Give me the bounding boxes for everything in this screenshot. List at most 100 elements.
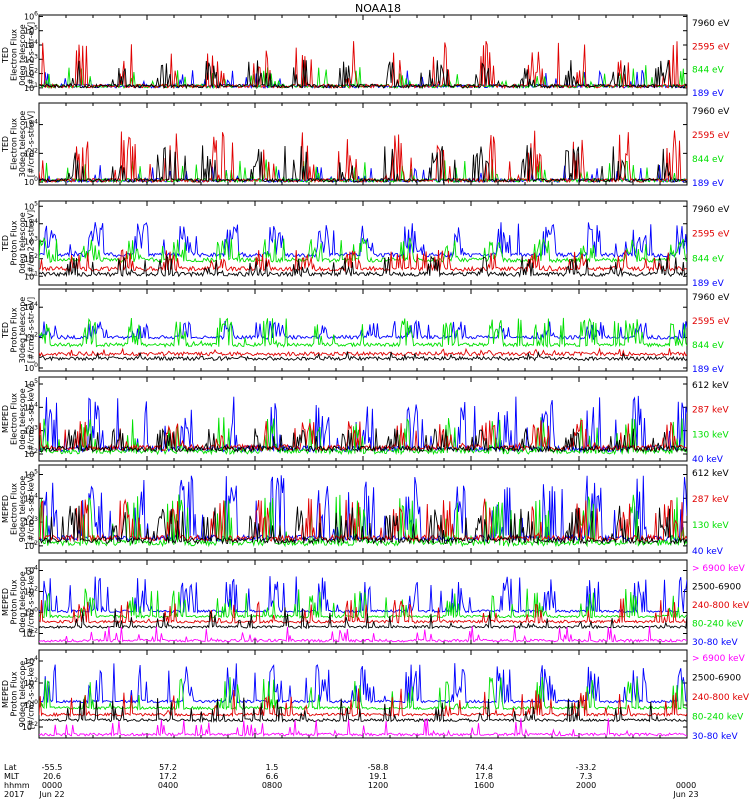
x-axis-value: -55.5 xyxy=(42,763,63,772)
y-axis-label: TEDProton Flux30deg telescope[#/cm2-s-st… xyxy=(1,297,36,364)
y-tick-label: 104 xyxy=(24,119,38,130)
series-2595-ev-trace xyxy=(39,347,687,357)
y-tick-label: 100 xyxy=(24,176,38,187)
y-tick-label: 100 xyxy=(24,362,38,373)
series-612-kev-trace xyxy=(39,428,687,454)
series-240-800-kev-trace xyxy=(39,598,687,624)
legend-entry: 2500-6900 xyxy=(692,583,741,593)
x-axis-value: 17.2 xyxy=(159,772,177,781)
x-row-label: hhmm xyxy=(4,781,30,790)
y-tick-label: 102 xyxy=(24,540,38,551)
series-80-240-kev-trace xyxy=(39,588,687,620)
legend-entry: 844 eV xyxy=(692,254,725,264)
series-2595-ev-trace xyxy=(39,249,687,273)
series-612-kev-trace xyxy=(39,505,687,546)
legend-entry: 7960 eV xyxy=(692,19,730,29)
legend-entry: 7960 eV xyxy=(692,293,730,303)
legend-entry: 844 eV xyxy=(692,155,725,165)
x-axis-value: 20.6 xyxy=(43,772,61,781)
y-tick-label: 102 xyxy=(24,68,38,79)
x-axis-value: 0000 xyxy=(676,781,696,790)
legend-entry: 287 keV xyxy=(692,495,729,505)
series--6900-kev-trace xyxy=(39,718,687,738)
series-844-ev-trace xyxy=(39,317,687,349)
legend-entry: > 6900 keV xyxy=(692,654,746,664)
y-tick-label: 10-2 xyxy=(22,628,38,639)
x-axis-value: -33.2 xyxy=(576,763,597,772)
legend-entry: 80-240 keV xyxy=(692,620,744,630)
x-row-label: MLT xyxy=(4,772,19,781)
legend-entry: 2595 eV xyxy=(692,230,730,240)
panel-frame xyxy=(38,14,688,96)
legend-entry: 2500-6900 xyxy=(692,674,741,684)
x-axis-value: Jun 22 xyxy=(38,790,64,799)
y-tick-label: 105 xyxy=(24,378,38,389)
y-tick-label: 106 xyxy=(24,10,38,21)
y-tick-label: 102 xyxy=(24,332,38,343)
legend-entry: 189 eV xyxy=(692,89,725,99)
x-axis-value: 1200 xyxy=(368,781,388,790)
y-tick-label: 104 xyxy=(24,218,38,229)
y-tick-label: 104 xyxy=(24,401,38,412)
y-tick-label: 105 xyxy=(24,200,38,211)
x-axis-value: 19.1 xyxy=(369,772,387,781)
x-axis-value: 74.4 xyxy=(475,763,493,772)
series-287-kev-trace xyxy=(39,419,687,452)
y-tick-label: 105 xyxy=(24,469,38,480)
y-axis-label: MEPEDElectron Flux0deg telescope[#/cm2-s… xyxy=(1,384,36,455)
legend-entry: 7960 eV xyxy=(692,107,730,117)
x-axis-value: 7.3 xyxy=(580,772,593,781)
series-30-80-kev-trace xyxy=(39,663,687,705)
y-axis-label: MEPEDProton Flux0deg telescope[#/cm2-s-s… xyxy=(1,567,36,638)
x-axis-value: 1.5 xyxy=(266,763,279,772)
y-tick-label: 104 xyxy=(24,301,38,312)
series-7960-ev-trace xyxy=(39,145,687,184)
y-axis-label: MEPEDProton Flux90deg telescope[#/cm2-s-… xyxy=(1,659,36,730)
series-2595-ev-trace xyxy=(39,130,687,184)
series-2500-6900-trace xyxy=(39,697,687,723)
legend-entry: 240-800 keV xyxy=(692,693,750,703)
x-axis-value: 6.6 xyxy=(266,772,279,781)
y-tick-label: 100 xyxy=(24,607,38,618)
x-axis-value: 0000 xyxy=(42,781,62,790)
series-7960-ev-trace xyxy=(39,59,687,90)
y-tick-label: 102 xyxy=(24,448,38,459)
y-tick-label: 101 xyxy=(24,82,38,93)
legend-entry: 844 eV xyxy=(692,66,725,76)
legend-entry: 612 keV xyxy=(692,469,729,479)
y-tick-label: 102 xyxy=(24,677,38,688)
series-2500-6900-trace xyxy=(39,607,687,630)
panel-frame xyxy=(38,649,688,739)
x-axis-value: -58.8 xyxy=(368,763,389,772)
x-axis-value: Jun 23 xyxy=(672,790,698,799)
series-40-kev-trace xyxy=(39,395,687,454)
x-row-label: Lat xyxy=(4,763,17,772)
x-axis-value: 1600 xyxy=(474,781,494,790)
y-tick-label: 104 xyxy=(24,39,38,50)
x-axis-value: 17.8 xyxy=(475,772,493,781)
legend-entry: > 6900 keV xyxy=(692,564,746,574)
legend-entry: 189 eV xyxy=(692,179,725,189)
legend-entry: 80-240 keV xyxy=(692,713,744,723)
legend-entry: 189 eV xyxy=(692,365,725,375)
x-axis-value: 2000 xyxy=(576,781,596,790)
series-30-80-kev-trace xyxy=(39,576,687,614)
legend-entry: 189 eV xyxy=(692,279,725,289)
y-tick-label: 103 xyxy=(24,235,38,246)
legend-entry: 40 keV xyxy=(692,547,724,557)
y-axis-label: TEDProton Flux0deg telescope[#/cm2-s-str… xyxy=(1,210,36,276)
chart-title: NOAA18 xyxy=(355,2,401,15)
y-tick-label: 102 xyxy=(24,253,38,264)
y-tick-label: 101 xyxy=(24,270,38,281)
legend-entry: 612 keV xyxy=(692,381,729,391)
y-tick-label: 100 xyxy=(24,699,38,710)
legend-entry: 2595 eV xyxy=(692,131,730,141)
